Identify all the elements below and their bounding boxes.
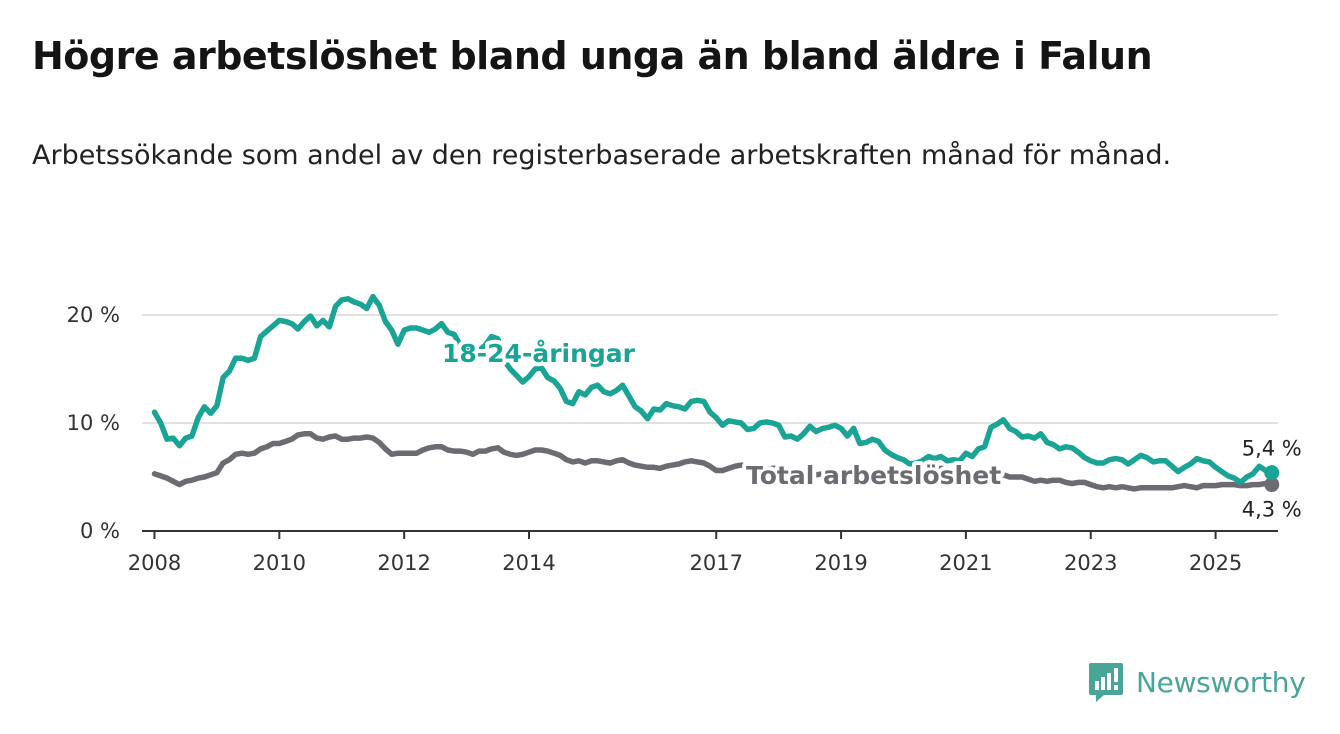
- chart-title: Högre arbetslöshet bland unga än bland ä…: [32, 34, 1153, 78]
- end-point-total: [1264, 477, 1280, 493]
- x-tick-label: 2012: [377, 551, 430, 575]
- x-tick-label: 2017: [690, 551, 743, 575]
- series-labels: 18-24-åringar Total arbetslöshet 5,4 % 4,3 …: [438, 335, 1302, 522]
- end-value-youth: 5,4 %: [1242, 437, 1302, 461]
- chart-bar-icon: [1089, 663, 1123, 702]
- line-chart: 0 % 10 % 20 % 2008 2010 2012 2014 2017 2019 2021…: [67, 293, 1302, 575]
- x-tick-label: 2014: [502, 551, 555, 575]
- x-tick-label: 2008: [128, 551, 181, 575]
- series-lines: [151, 293, 1280, 493]
- x-tick-label: 2019: [814, 551, 867, 575]
- x-tick-label: 2010: [253, 551, 306, 575]
- brand-logo[interactable]: Newsworthy: [1088, 660, 1306, 704]
- end-point-youth: [1264, 465, 1280, 481]
- series-label-youth: 18-24-åringar: [442, 339, 636, 368]
- x-tick-label: 2025: [1189, 551, 1242, 575]
- series-line-total: [151, 431, 1275, 492]
- brand-name: Newsworthy: [1136, 665, 1306, 699]
- y-tick-label: 0 %: [80, 519, 120, 543]
- series-label-total: Total arbetslöshet: [746, 461, 1001, 490]
- y-tick-label: 20 %: [67, 303, 120, 327]
- series-line-youth: [151, 293, 1275, 486]
- x-tick-label: 2021: [939, 551, 992, 575]
- end-value-total: 4,3 %: [1242, 498, 1302, 522]
- x-tick-label: 2023: [1064, 551, 1117, 575]
- y-tick-label: 10 %: [67, 411, 120, 435]
- x-axis: 2008 2010 2012 2014 2017 2019 2021 2023 2025: [128, 530, 1278, 575]
- y-axis: 0 % 10 % 20 %: [67, 303, 120, 543]
- chart-subtitle: Arbetssökande som andel av den registerb…: [32, 140, 1172, 171]
